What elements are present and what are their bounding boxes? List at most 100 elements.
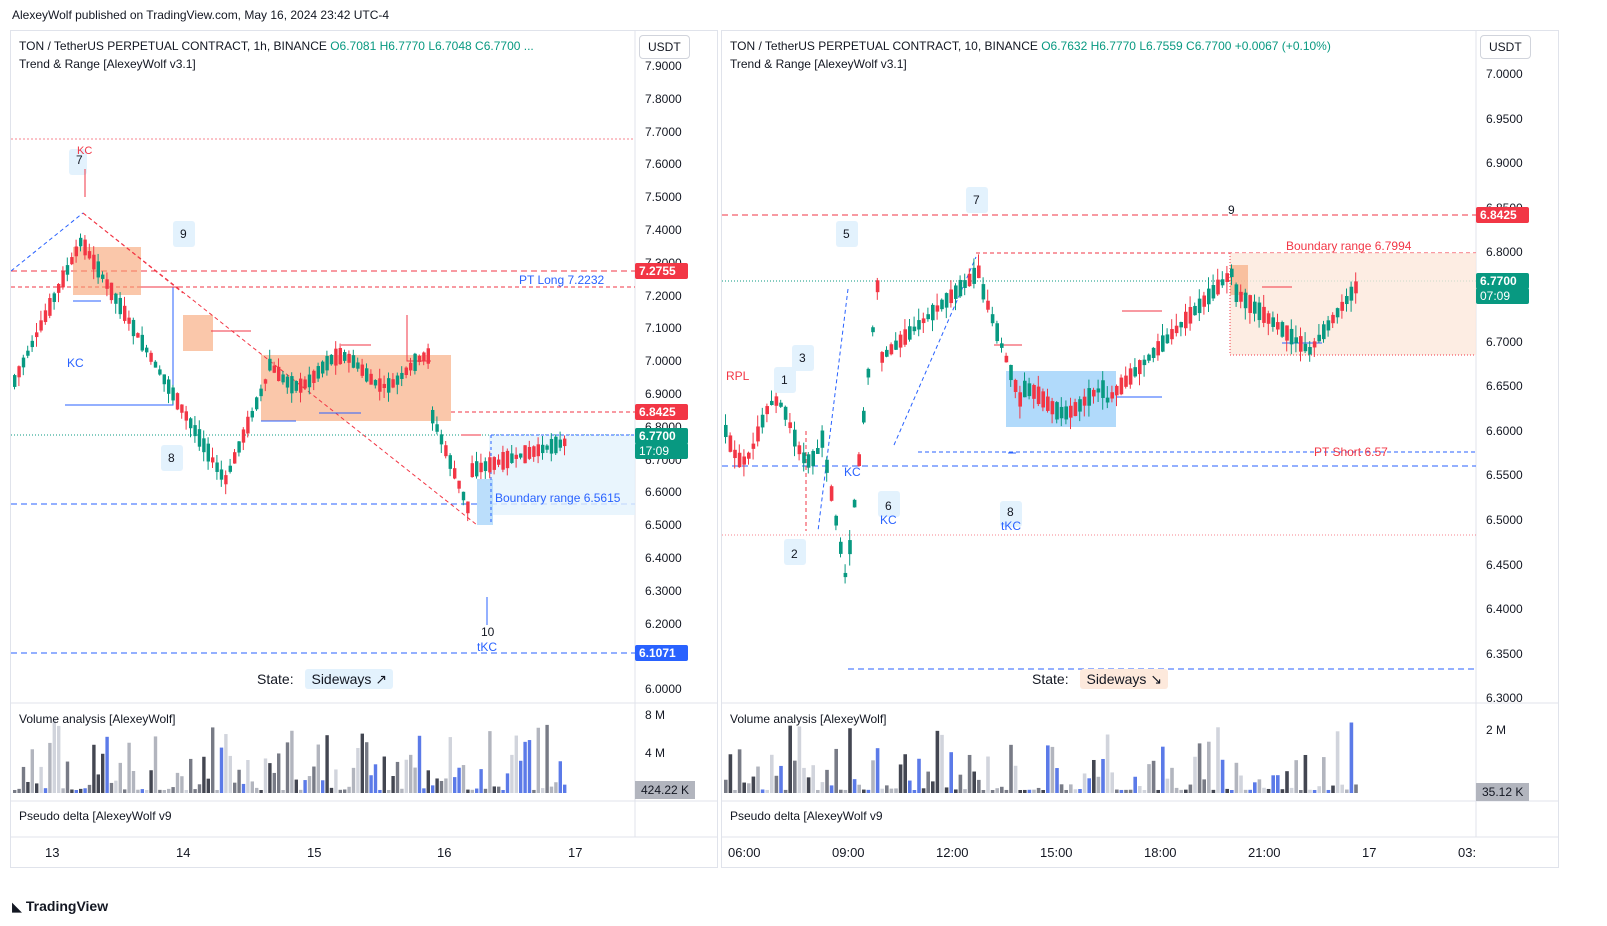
left-volume-bar [413, 767, 417, 793]
right-chart-panel[interactable]: TON / TetherUS PERPETUAL CONTRACT, 10, B… [721, 30, 1559, 868]
right-volume-bar [1312, 789, 1317, 793]
left-candle [475, 461, 479, 477]
right-candle [954, 285, 958, 299]
right-candle [1253, 301, 1257, 314]
right-candle [756, 426, 760, 442]
publisher-line: AlexeyWolf published on TradingView.com,… [12, 8, 390, 22]
left-candle [277, 366, 281, 382]
right-candle [1128, 368, 1133, 385]
left-candle [378, 378, 382, 392]
right-candle [981, 284, 986, 300]
right-candle [747, 452, 751, 459]
right-candle [774, 396, 779, 406]
right-indicator-label[interactable]: Trend & Range [AlexeyWolf v3.1] [730, 57, 907, 71]
left-mark-10: 10 [481, 625, 495, 639]
right-candle [802, 452, 806, 464]
right-volume-bar [829, 785, 834, 793]
right-volume-bar [1216, 727, 1220, 793]
right-volume-bar [1211, 789, 1216, 793]
right-candle [1147, 354, 1151, 361]
left-volume-bar [457, 767, 461, 793]
right-volume-bar [1115, 789, 1119, 793]
right-candle [1280, 322, 1285, 337]
right-candle [1004, 355, 1009, 363]
right-candle [1165, 334, 1170, 344]
right-chart-svg[interactable] [722, 31, 1558, 867]
right-volume-bar [760, 789, 765, 793]
right-volume-bar [802, 767, 806, 793]
right-candle [797, 445, 802, 455]
right-volume-bar [797, 726, 802, 793]
right-candle [1027, 383, 1032, 397]
left-indicator-label[interactable]: Trend & Range [AlexeyWolf v3.1] [19, 57, 196, 71]
left-volume-label[interactable]: Volume analysis [AlexeyWolf] [19, 712, 176, 726]
right-volume-bar [1322, 757, 1326, 793]
left-candle [175, 393, 180, 410]
right-candle [765, 406, 769, 415]
left-candle [87, 251, 92, 259]
right-candle [1078, 399, 1082, 412]
left-vol-4m: 4 M [645, 746, 666, 760]
left-candle [334, 348, 338, 366]
right-volume-bar [862, 789, 866, 793]
right-volume-bar [1055, 768, 1059, 793]
right-volume-bar [733, 789, 737, 793]
right-volume-bar [981, 789, 986, 793]
left-price-tick: 7.4000 [645, 223, 682, 237]
right-delta-label[interactable]: Pseudo delta [AlexeyWolf v9 [730, 809, 883, 823]
left-volume-bar [39, 766, 43, 793]
left-price-tick: 6.2000 [645, 616, 682, 631]
right-volume-bar [1124, 789, 1128, 793]
right-volume-bar [912, 789, 917, 793]
left-volume-bar [136, 789, 140, 793]
right-volume-bar [1248, 789, 1252, 793]
left-volume-bar [439, 780, 444, 793]
right-vol-2m: 2 M [1486, 723, 1507, 737]
right-price-tick: 6.9000 [1486, 156, 1523, 171]
left-price-tick: 7.9000 [645, 59, 682, 73]
right-candle [1142, 359, 1147, 366]
left-candle [422, 352, 426, 362]
left-candle [92, 254, 96, 270]
right-state-label: State: [1032, 671, 1069, 687]
right-candle [1294, 337, 1298, 344]
left-volume-bar [250, 781, 254, 793]
left-volume-bar [488, 731, 492, 793]
left-candle [184, 411, 188, 421]
right-volume-bar [963, 789, 967, 793]
left-candle [497, 459, 501, 465]
right-candle [903, 329, 907, 345]
right-volume-bar [1018, 789, 1022, 793]
left-currency-button[interactable]: USDT [639, 35, 690, 59]
left-candle [391, 379, 395, 388]
left-delta-label[interactable]: Pseudo delta [AlexeyWolf v9 [19, 809, 172, 823]
right-candle [848, 540, 852, 555]
left-volume-bar [321, 780, 325, 793]
left-time-tick: 14 [176, 845, 191, 860]
tradingview-logo[interactable]: ◣ TradingView [12, 898, 108, 915]
right-volume-label[interactable]: Volume analysis [AlexeyWolf] [730, 712, 887, 726]
right-volume-bar [917, 758, 921, 793]
left-volume-bar [351, 767, 356, 793]
right-mark-rpl: RPL [726, 369, 750, 383]
right-candle [1322, 324, 1326, 340]
left-chart-panel[interactable]: TON / TetherUS PERPETUAL CONTRACT, 1h, B… [10, 30, 718, 868]
left-chart-svg[interactable] [11, 31, 717, 867]
right-candle [1115, 385, 1119, 396]
right-candle [931, 304, 935, 321]
right-candle [834, 515, 838, 526]
right-candle [1262, 306, 1266, 323]
right-volume-bar [889, 788, 894, 793]
left-volume-bar [343, 789, 347, 793]
right-volume-bar [908, 780, 912, 793]
right-volume-bar [967, 754, 972, 793]
right-volume-bar [834, 748, 838, 793]
left-volume-bar [281, 789, 285, 793]
left-volume-bar [329, 787, 334, 793]
left-volume-bar [285, 742, 290, 793]
right-candle [1326, 320, 1331, 331]
right-symbol-title: TON / TetherUS PERPETUAL CONTRACT, 10, B… [730, 39, 1038, 53]
right-currency-button[interactable]: USDT [1480, 35, 1531, 59]
left-volume-bar [387, 789, 391, 793]
left-tag-68425: 6.8425 [635, 404, 688, 420]
